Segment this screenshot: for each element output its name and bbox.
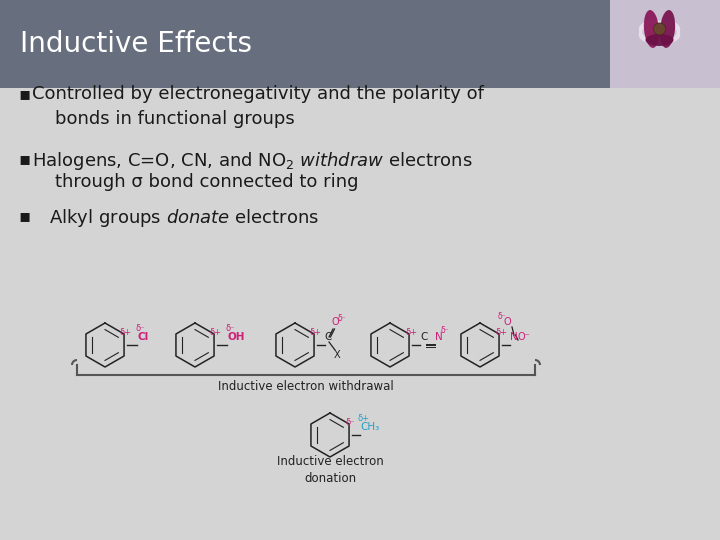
- Text: δ⁻: δ⁻: [345, 418, 354, 427]
- Text: Inductive electron
donation: Inductive electron donation: [276, 455, 383, 485]
- Text: N: N: [435, 332, 443, 342]
- Text: C: C: [420, 332, 428, 342]
- Text: Controlled by electronegativity and the polarity of
    bonds in functional grou: Controlled by electronegativity and the …: [32, 85, 484, 128]
- Text: δ+: δ+: [210, 328, 222, 337]
- Text: δ⁻: δ⁻: [338, 314, 346, 323]
- Text: δ+: δ+: [405, 328, 417, 337]
- Text: O: O: [332, 317, 340, 327]
- Text: Cl: Cl: [138, 332, 149, 342]
- Circle shape: [654, 23, 665, 35]
- Ellipse shape: [644, 10, 659, 48]
- Bar: [610, 0, 720, 88]
- Text: O: O: [504, 317, 512, 327]
- Text: through σ bond connected to ring: through σ bond connected to ring: [32, 173, 359, 191]
- Text: δ⁻: δ⁻: [136, 324, 145, 333]
- Text: Inductive Effects: Inductive Effects: [20, 30, 252, 58]
- Ellipse shape: [660, 10, 675, 48]
- Ellipse shape: [642, 23, 677, 41]
- Bar: [0, 0, 720, 88]
- Text: δ+: δ+: [495, 328, 507, 337]
- Text: ▪: ▪: [18, 207, 30, 225]
- Ellipse shape: [639, 21, 680, 43]
- Text: O⁻: O⁻: [517, 332, 530, 342]
- Text: ▪: ▪: [18, 150, 30, 168]
- Text: δ⁻: δ⁻: [226, 324, 235, 333]
- Text: ▪: ▪: [18, 85, 30, 103]
- Text: δ+: δ+: [358, 414, 370, 423]
- Text: δ+: δ+: [120, 328, 132, 337]
- Ellipse shape: [646, 34, 673, 46]
- Text: C: C: [324, 332, 331, 342]
- Text: δ⁻: δ⁻: [498, 312, 507, 321]
- Text: Alkyl groups $\mathit{donate}$ electrons: Alkyl groups $\mathit{donate}$ electrons: [32, 207, 319, 229]
- Text: N: N: [510, 332, 518, 342]
- Ellipse shape: [639, 21, 680, 43]
- Text: δ⁻: δ⁻: [441, 326, 449, 335]
- Text: CH₃: CH₃: [360, 422, 379, 432]
- Text: OH: OH: [228, 332, 246, 342]
- Text: Inductive electron withdrawal: Inductive electron withdrawal: [218, 380, 394, 393]
- Text: X: X: [334, 350, 341, 360]
- Text: δ+: δ+: [310, 328, 322, 337]
- Text: Halogens, C=O, CN, and NO$_2$ $\mathit{withdraw}$ electrons: Halogens, C=O, CN, and NO$_2$ $\mathit{w…: [32, 150, 472, 172]
